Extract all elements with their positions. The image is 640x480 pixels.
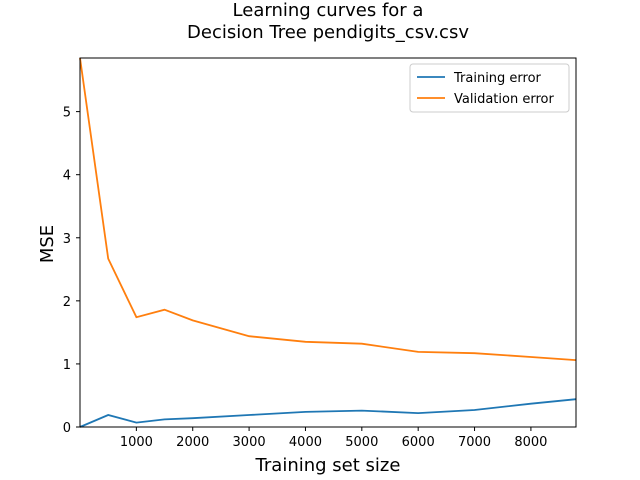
x-axis-ticks: 1000 2000 3000 4000 5000 6000 7000 8000: [120, 427, 547, 450]
y-tick-label: 1: [63, 358, 71, 373]
legend-box: [409, 63, 570, 113]
plot-area: 1000 2000 3000 4000 5000 6000 7000 8000 0 1 2 3 4 5: [63, 57, 577, 450]
legend-label-training-error: Training error: [453, 71, 542, 86]
x-tick-label: 2000: [176, 435, 209, 450]
x-tick-label: 5000: [345, 435, 378, 450]
x-tick-label: 4000: [289, 435, 322, 450]
legend: Training error Validation error: [409, 63, 570, 113]
plot-frame: [79, 57, 577, 428]
series-line-training-error: [79, 398, 577, 428]
y-tick-label: 0: [63, 421, 71, 436]
chart-title-line-1: Learning curves for a: [233, 0, 424, 21]
y-tick-label: 2: [63, 295, 71, 310]
y-tick-label: 5: [63, 106, 71, 121]
chart-title-line-2: Decision Tree pendigits_csv.csv: [187, 22, 469, 43]
legend-label-validation-error: Validation error: [454, 92, 554, 107]
x-tick-label: 8000: [514, 435, 547, 450]
x-tick-label: 3000: [233, 435, 266, 450]
y-axis-label: MSE: [37, 225, 58, 263]
y-tick-label: 3: [63, 232, 71, 247]
series-line-validation-error: [79, 57, 577, 361]
y-tick-label: 4: [63, 169, 71, 184]
x-axis-label: Training set size: [255, 455, 401, 476]
x-tick-label: 7000: [458, 435, 491, 450]
x-tick-label: 6000: [402, 435, 435, 450]
x-tick-label: 1000: [120, 435, 153, 450]
series-layer: [79, 57, 577, 428]
y-axis-ticks: 0 1 2 3 4 5: [63, 106, 80, 436]
